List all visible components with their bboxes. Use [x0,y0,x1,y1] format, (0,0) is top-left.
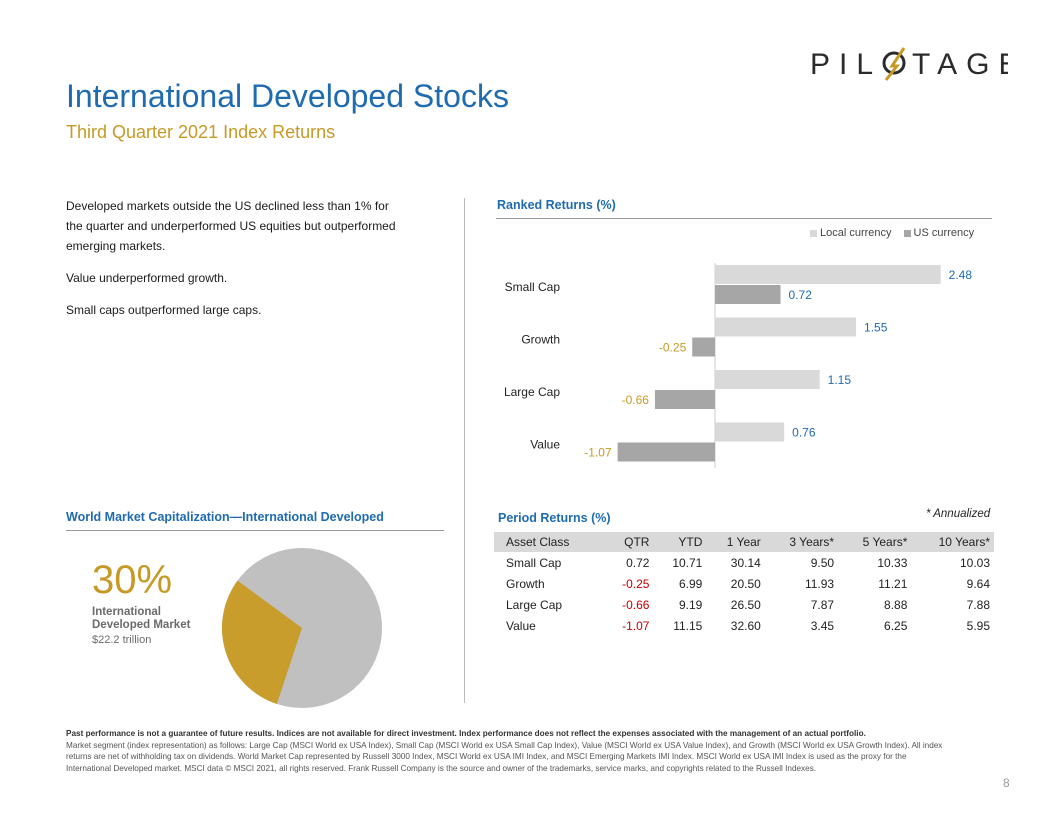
period-returns-table: Asset Class QTR YTD 1 Year 3 Years* 5 Years* 1… [494,532,994,636]
table-cell: 11.15 [673,618,703,633]
category-label: Small Cap [505,280,561,294]
table-body: Small Cap 0.72 10.71 30.14 9.50 10.33 10.03 Gro… [494,552,994,636]
mcap-value: $22.2 trillion [92,634,152,646]
table-cell: 3.45 [810,618,835,633]
table-cell: 26.50 [730,597,761,612]
legend-item-usd: US currency [903,227,975,239]
svg-text:TAGE: TAGE [912,48,1008,81]
table-row: Growth -0.25 6.99 20.50 11.93 11.21 9.64 [494,573,994,594]
period-returns-title: Period Returns (%) [498,511,611,525]
table-cell: 6.25 [884,618,908,633]
table-header-cell: YTD [653,532,707,552]
commentary-paragraph: Small caps outperformed large caps. [66,303,262,317]
table-cell: 6.99 [679,576,703,591]
data-label: 0.76 [792,426,816,440]
svg-text:PIL: PIL [810,48,882,81]
table-cell: 10.71 [672,555,703,570]
table-cell: -1.07 [622,618,650,633]
legend-swatch-local [810,229,817,237]
commentary-paragraph: Developed markets outside the US decline… [66,199,396,253]
ranked-returns-rule [496,218,992,219]
data-label: 2.48 [949,268,973,282]
legend-item-local: Local currency [810,227,892,239]
data-label: 1.15 [828,373,852,387]
table-cell: 5.95 [966,618,990,633]
bar [715,370,820,389]
data-label: -0.66 [622,393,650,407]
vertical-divider [464,198,465,703]
ranked-returns-chart: Small Cap 2.48 0.72 Growth 1.55 -0.25 Large Ca… [504,263,973,468]
table-cell: Growth [506,576,545,591]
data-label: -1.07 [584,446,612,460]
table-cell: 7.87 [810,597,835,612]
data-label: 1.55 [864,321,888,335]
legend-label-usd: US currency [913,227,975,239]
table-cell: -0.25 [622,576,650,591]
bar [715,265,941,284]
mcap-label: International Developed Market [92,606,190,632]
bar [654,390,715,409]
category-label: Large Cap [504,385,560,399]
ranked-returns-title: Ranked Returns (%) [497,198,616,212]
table-header-cell: 1 Year [706,532,765,552]
table-cell: Small Cap [506,555,562,570]
disclosure-text: Market segment (index representation) as… [66,740,943,773]
bar [715,317,857,337]
annualized-note: * Annualized [926,508,991,520]
table-cell: 9.50 [810,555,835,570]
table-cell: 30.14 [730,555,761,570]
bar [715,285,781,304]
mcap-label-line2: Developed Market [92,619,191,631]
table-header-cell: 5 Years* [838,532,912,552]
table-row: Large Cap -0.66 9.19 26.50 7.87 8.88 7.88 [494,594,994,615]
bar [617,442,715,462]
table-header-cell: Asset Class [494,532,605,552]
table-cell: -0.66 [622,597,650,612]
table-row: Small Cap 0.72 10.71 30.14 9.50 10.33 10.03 [494,552,994,573]
table-cell: 10.33 [877,555,908,570]
page-subtitle: Third Quarter 2021 Index Returns [66,122,336,142]
disclosure-footer: Past performance is not a guarantee of f… [66,728,946,774]
page-number: 8 [1003,776,1010,790]
bar [692,337,715,357]
pie-slice-international-developed [221,580,302,704]
table-cell: 0.72 [626,555,650,570]
category-label: Value [530,438,560,452]
table-cell: 32.60 [730,618,761,633]
table-cell: 11.93 [804,576,835,591]
chart-legend: Local currency US currency [810,227,974,239]
bar [715,422,785,442]
table-cell: 8.88 [884,597,908,612]
category-label: Growth [521,333,560,347]
mcap-label-line1: International [92,606,162,618]
mcap-title: World Market Capitalization—Internationa… [66,510,384,524]
data-label: 0.72 [789,288,813,302]
table-cell: 9.19 [679,597,703,612]
table-cell: 10.03 [959,555,990,570]
table-cell: Large Cap [506,597,563,612]
table-header-row: Asset Class QTR YTD 1 Year 3 Years* 5 Years* 1… [494,532,994,552]
mcap-percent: 30% [92,558,173,602]
table-header-cell: 3 Years* [764,532,839,552]
table-header-cell: QTR [604,532,654,552]
table-cell: 11.21 [878,576,908,591]
disclosure-bold: Past performance is not a guarantee of f… [66,729,866,738]
data-label: -0.25 [659,341,687,355]
table-cell: 20.50 [730,576,761,591]
table-header-cell: 10 Years* [911,532,994,552]
page-title: International Developed Stocks [66,78,509,114]
table-cell: Value [506,618,536,633]
mcap-rule [66,530,444,531]
commentary: Developed markets outside the US decline… [66,196,406,332]
commentary-paragraph: Value underperformed growth. [66,271,228,285]
mcap-pie-chart [221,548,382,708]
table-cell: 7.88 [966,597,990,612]
legend-swatch-usd [903,229,911,237]
pilotage-logo: PIL TAGE [808,44,1018,84]
table-cell: 9.64 [966,576,990,591]
table-row: Value -1.07 11.15 32.60 3.45 6.25 5.95 [494,615,994,636]
legend-label-local: Local currency [820,227,892,239]
